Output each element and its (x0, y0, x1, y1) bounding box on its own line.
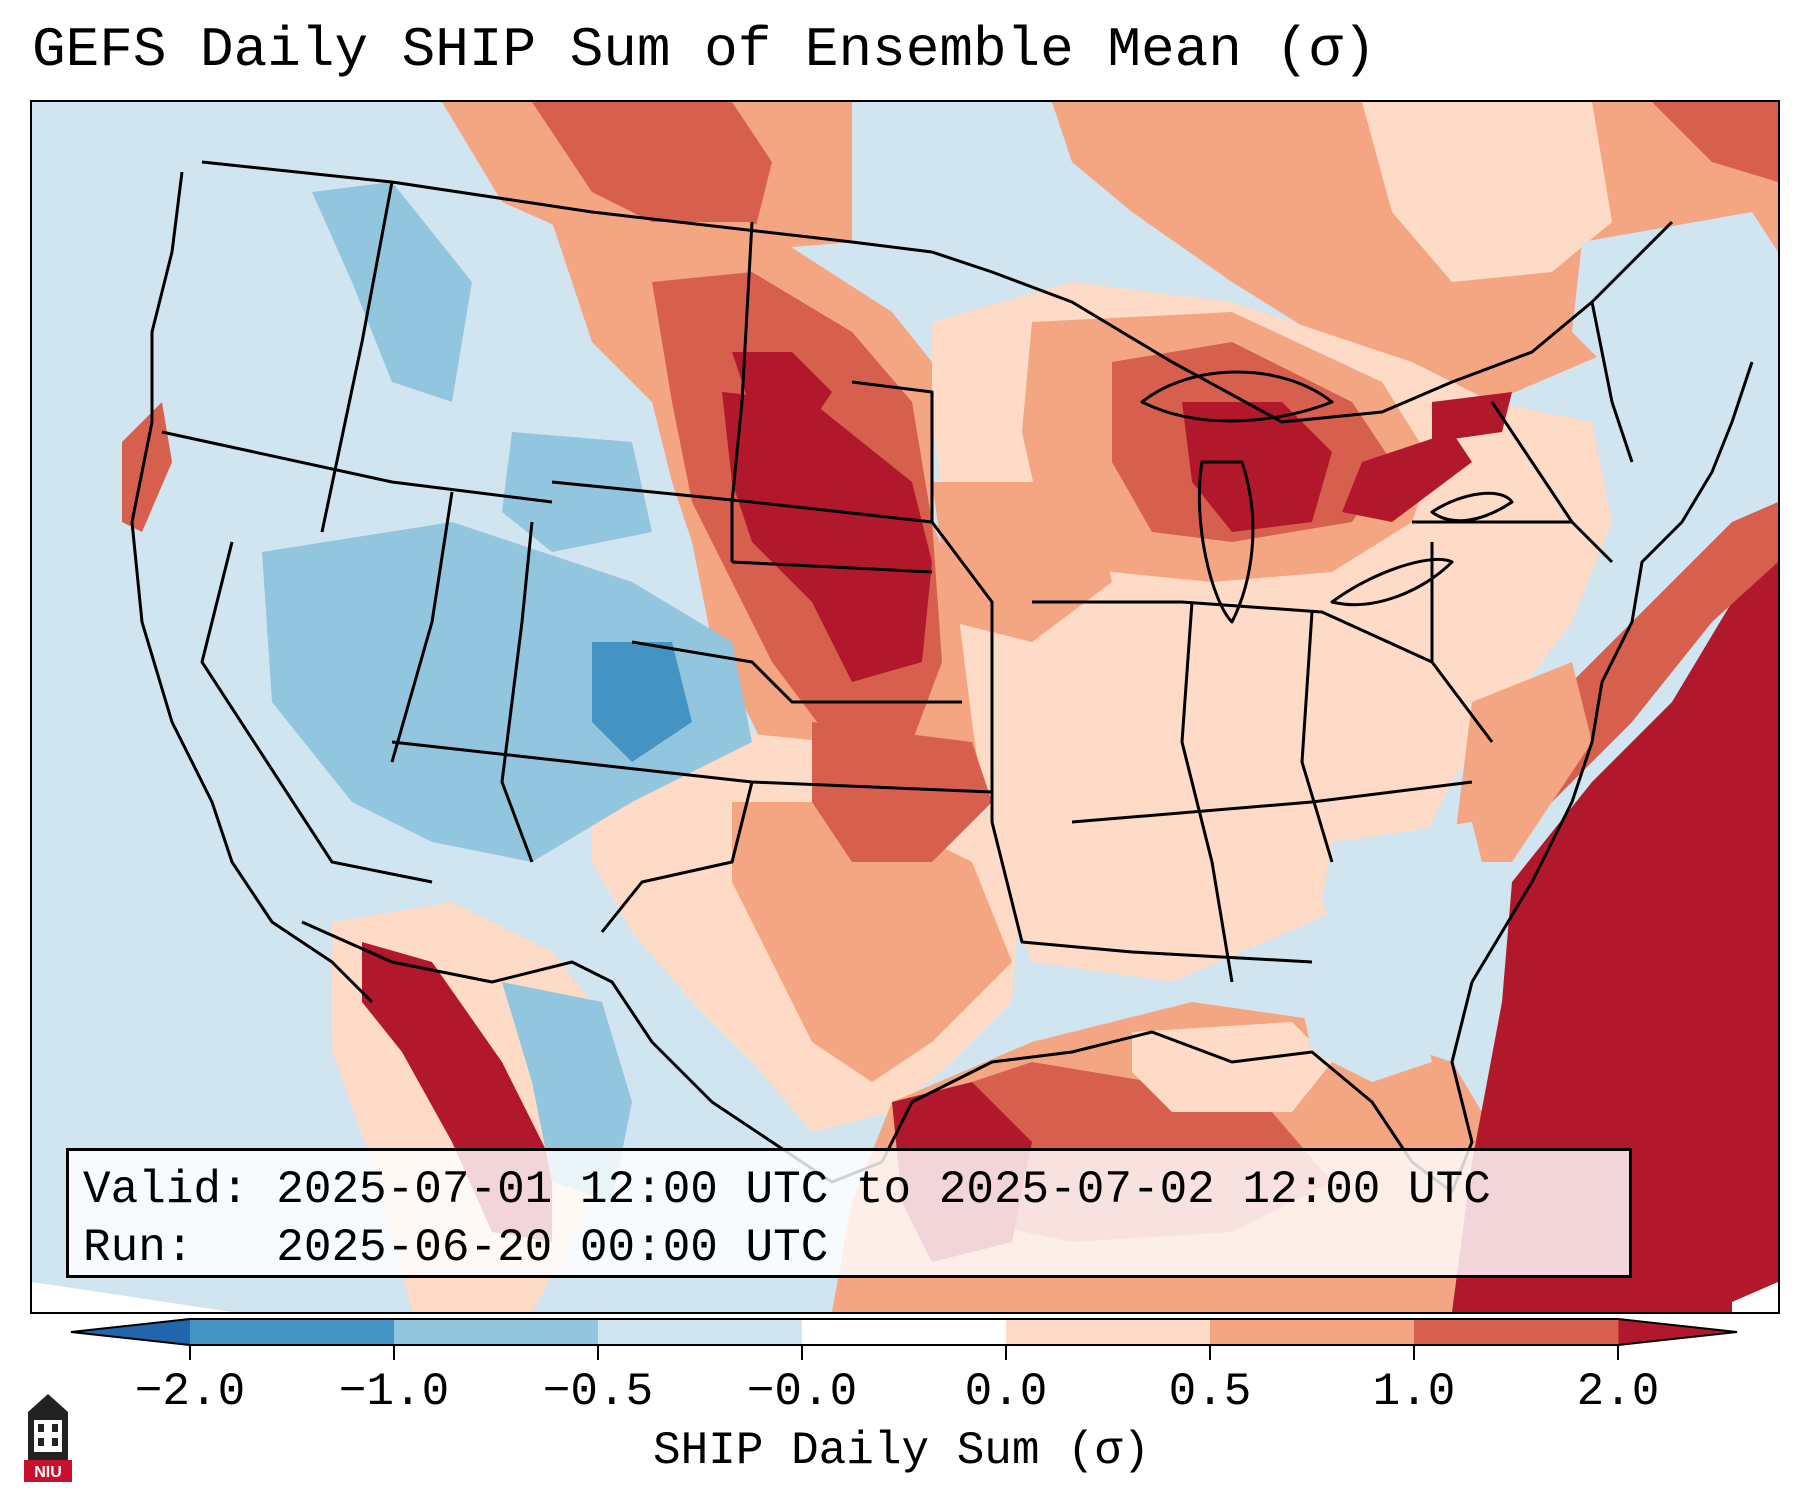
colorbar-outline (70, 1318, 1738, 1346)
state-borders (130, 160, 1754, 1194)
colorbar-segment (1414, 1318, 1619, 1346)
valid-run-info-box: Valid: 2025-07-01 12:00 UTC to 2025-07-0… (66, 1148, 1632, 1278)
anomaly-region-dakota-darkred (732, 352, 832, 422)
anomaly-region-georgia-blue (1292, 962, 1432, 1082)
colorbar-segment (802, 1318, 1007, 1346)
colorbar-over-triangle (1618, 1318, 1738, 1346)
anomaly-region-wyoming-blue (502, 432, 652, 552)
map-panel (30, 100, 1780, 1314)
map-edge-bottom-left (32, 1282, 232, 1312)
anomaly-region-idaho-blue (312, 182, 472, 402)
anomaly-region-oklahoma-red (812, 722, 992, 862)
colorbar-ticks: −2.0 −1.0 −0.5 −0.0 0.0 0.5 1.0 2.0 (0, 1346, 1803, 1418)
colorbar-tick-label: 2.0 (1576, 1366, 1660, 1418)
chart-title: GEFS Daily SHIP Sum of Ensemble Mean (σ) (32, 18, 1377, 82)
anomaly-region-rockies-blue (262, 522, 752, 862)
run-time-text: Run: 2025-06-20 00:00 UTC (83, 1222, 829, 1274)
colorbar-tick-mark (393, 1346, 395, 1360)
valid-time-text: Valid: 2025-07-01 12:00 UTC to 2025-07-0… (83, 1164, 1491, 1216)
university-tower-icon: NIU (24, 1394, 72, 1482)
colorbar-tick-mark (189, 1346, 191, 1360)
ship-anomaly-map (32, 102, 1778, 1312)
colorbar-tick-mark (1617, 1346, 1619, 1360)
map-edge-bottom-right (1732, 1282, 1778, 1312)
colorbar-label: SHIP Daily Sum (σ) (653, 1425, 1150, 1477)
colorbar-segment (598, 1318, 803, 1346)
colorbar-tick-label: −0.5 (542, 1366, 654, 1418)
anomaly-region-mexico-blue (502, 982, 632, 1202)
anomaly-region-lake-michigan-darkred (1182, 402, 1332, 532)
colorbar-segment (394, 1318, 599, 1346)
anomaly-region-new-england-blue (1572, 212, 1778, 382)
anomaly-region-carolinas-blue (1322, 822, 1492, 962)
anomaly-region-oregon-coast (122, 402, 172, 532)
anomaly-region-canada-red (532, 102, 772, 242)
colorbar (70, 1318, 1738, 1346)
colorbar-tick-mark (1209, 1346, 1211, 1360)
anomaly-region-east-coast-salmon (1452, 662, 1592, 862)
colorbar-tick-label: −1.0 (338, 1366, 450, 1418)
anomaly-region-quebec-light (1362, 102, 1612, 282)
colorbar-tick-mark (1005, 1346, 1007, 1360)
colorbar-tick-label: 0.0 (964, 1366, 1048, 1418)
colorbar-segment (1210, 1318, 1415, 1346)
colorbar-tick-label: 0.5 (1168, 1366, 1252, 1418)
anomaly-region-nova-scotia (1652, 102, 1778, 182)
logo-text: NIU (34, 1464, 62, 1481)
colorbar-tick-label: −0.0 (746, 1366, 858, 1418)
anomaly-region-lake-erie-darkred (1342, 432, 1472, 522)
anomaly-region-texas-salmon (732, 802, 1012, 1082)
anomaly-region-plains-darkred (722, 392, 932, 682)
colorbar-tick-mark (801, 1346, 803, 1360)
colorbar-tick-mark (1413, 1346, 1415, 1360)
colorbar-tick-mark (597, 1346, 599, 1360)
colorbar-tick-label: 1.0 (1372, 1366, 1456, 1418)
colorbar-tick-label: −2.0 (134, 1366, 246, 1418)
anomaly-region-colorado-deepblue (592, 642, 692, 762)
anomaly-region-atlantic (1452, 542, 1778, 1312)
anomaly-region-atlantic-edge (1552, 502, 1778, 802)
colorbar-segment (1006, 1318, 1211, 1346)
colorbar-segment (190, 1318, 395, 1346)
colorbar-under-triangle (70, 1318, 190, 1346)
